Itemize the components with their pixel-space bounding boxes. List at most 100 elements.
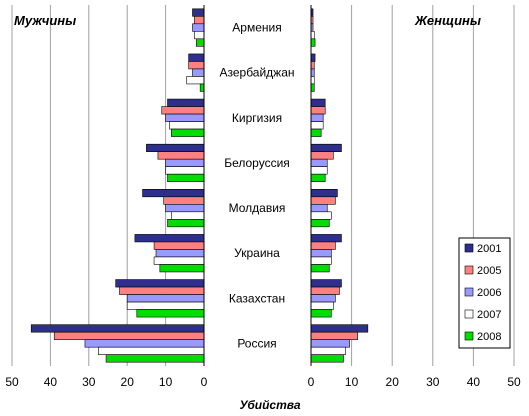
bar-right-2005 bbox=[310, 286, 340, 295]
bar-right-2006 bbox=[310, 294, 336, 303]
bar-right-2008 bbox=[310, 38, 316, 47]
legend-entry: 2008 bbox=[477, 331, 501, 343]
tick-label-left: 10 bbox=[159, 375, 173, 389]
bar-left-2001 bbox=[167, 98, 205, 107]
bar-left-2005 bbox=[188, 61, 205, 70]
legend-swatch bbox=[464, 243, 474, 253]
bar-right-2008 bbox=[310, 219, 330, 228]
legend-swatch bbox=[464, 331, 474, 341]
bar-left-2006 bbox=[192, 23, 205, 32]
tick-label-right: 20 bbox=[386, 375, 400, 389]
bar-right-2008 bbox=[310, 173, 326, 182]
bar-left-2006 bbox=[165, 158, 205, 167]
bar-right-2001 bbox=[310, 234, 342, 243]
bar-right-2005 bbox=[310, 151, 334, 160]
bar-left-2001 bbox=[115, 279, 205, 288]
bar-left-2005 bbox=[163, 196, 205, 205]
category-label: Армения bbox=[232, 21, 281, 35]
legend-swatch bbox=[464, 287, 474, 297]
bar-right-2008 bbox=[310, 309, 332, 318]
ticks-left: 0 10 20 30 40 50 bbox=[5, 375, 207, 389]
tick-label-left: 0 bbox=[201, 375, 208, 389]
bar-left-2005 bbox=[161, 106, 205, 115]
category-label: Белоруссия bbox=[224, 156, 290, 170]
category-label: Казахстан bbox=[229, 291, 285, 305]
bar-left-2006 bbox=[165, 204, 205, 213]
bar-left-2007 bbox=[169, 121, 205, 130]
tick-label-left: 40 bbox=[44, 375, 58, 389]
bar-left-2007 bbox=[171, 211, 205, 220]
title-men: Мужчины bbox=[14, 13, 76, 28]
bar-left-2007 bbox=[186, 76, 205, 85]
ticks-right: 0 10 20 30 40 50 bbox=[308, 375, 521, 389]
legend-entry: 2006 bbox=[477, 287, 501, 299]
bar-left-2008 bbox=[167, 219, 205, 228]
bar-right-2006 bbox=[310, 204, 328, 213]
tick-label-right: 50 bbox=[507, 375, 521, 389]
category-label: Молдавия bbox=[229, 201, 286, 215]
bar-left-2008 bbox=[196, 38, 205, 47]
legend-entry: 2001 bbox=[477, 243, 501, 255]
bar-left-2007 bbox=[126, 301, 205, 310]
bar-left-2008 bbox=[171, 128, 205, 137]
legend-entry: 2007 bbox=[477, 309, 501, 321]
bar-right-2008 bbox=[310, 264, 330, 273]
bar-right-2001 bbox=[310, 53, 316, 62]
bar-right-2005 bbox=[310, 331, 358, 340]
bar-right-2005 bbox=[310, 106, 326, 115]
legend-swatch bbox=[464, 265, 474, 275]
bar-left-2008 bbox=[105, 354, 205, 363]
tick-label-left: 30 bbox=[82, 375, 96, 389]
tick-label-right: 10 bbox=[345, 375, 359, 389]
bar-right-2001 bbox=[310, 189, 338, 198]
bar-right-2001 bbox=[310, 98, 326, 107]
bar-left-2001 bbox=[192, 8, 205, 17]
bar-right-2006 bbox=[310, 113, 324, 122]
bar-left-2008 bbox=[199, 83, 205, 92]
bar-right-2001 bbox=[310, 324, 369, 333]
category-label: Россия bbox=[237, 336, 276, 350]
bar-left-2007 bbox=[153, 256, 205, 265]
bar-right-2005 bbox=[310, 196, 336, 205]
bar-right-2001 bbox=[310, 279, 342, 288]
bar-left-2001 bbox=[30, 324, 205, 333]
bar-left-2005 bbox=[53, 331, 205, 340]
bar-right-2008 bbox=[310, 354, 344, 363]
bar-right-2007 bbox=[310, 346, 346, 355]
bar-left-2006 bbox=[192, 68, 205, 77]
legend: 2001 2005 2006 2007 2008 bbox=[458, 237, 511, 349]
bar-left-2006 bbox=[165, 113, 205, 122]
category-label: Украина bbox=[234, 246, 280, 260]
category-label: Киргизия bbox=[232, 111, 282, 125]
bar-left-2008 bbox=[167, 173, 205, 182]
legend-swatch bbox=[464, 309, 474, 319]
legend-entry: 2005 bbox=[477, 265, 501, 277]
tick-label-left: 20 bbox=[121, 375, 135, 389]
bar-left-2005 bbox=[153, 241, 205, 250]
bar-left-2005 bbox=[194, 16, 205, 25]
category-label: Азербайджан bbox=[219, 66, 294, 80]
tick-label-left: 50 bbox=[5, 375, 19, 389]
tick-label-right: 0 bbox=[308, 375, 315, 389]
bar-left-2006 bbox=[126, 294, 205, 303]
bar-left-2001 bbox=[146, 143, 205, 152]
bar-left-2001 bbox=[142, 189, 205, 198]
bar-right-2007 bbox=[310, 256, 332, 265]
bar-right-2005 bbox=[310, 241, 336, 250]
bar-right-2006 bbox=[310, 158, 328, 167]
bar-left-2001 bbox=[188, 53, 205, 62]
bar-right-2006 bbox=[310, 339, 350, 348]
bar-right-2001 bbox=[310, 143, 342, 152]
bar-left-2008 bbox=[159, 264, 205, 273]
bar-left-2005 bbox=[157, 151, 205, 160]
bar-right-2006 bbox=[310, 249, 332, 258]
bar-left-2008 bbox=[136, 309, 205, 318]
title-women: Женщины bbox=[414, 13, 481, 28]
bar-right-2007 bbox=[310, 166, 328, 175]
bars-women bbox=[310, 8, 369, 363]
bar-left-2006 bbox=[155, 249, 205, 258]
bar-left-2007 bbox=[98, 346, 205, 355]
bar-left-2007 bbox=[194, 31, 205, 40]
bar-right-2007 bbox=[310, 301, 334, 310]
